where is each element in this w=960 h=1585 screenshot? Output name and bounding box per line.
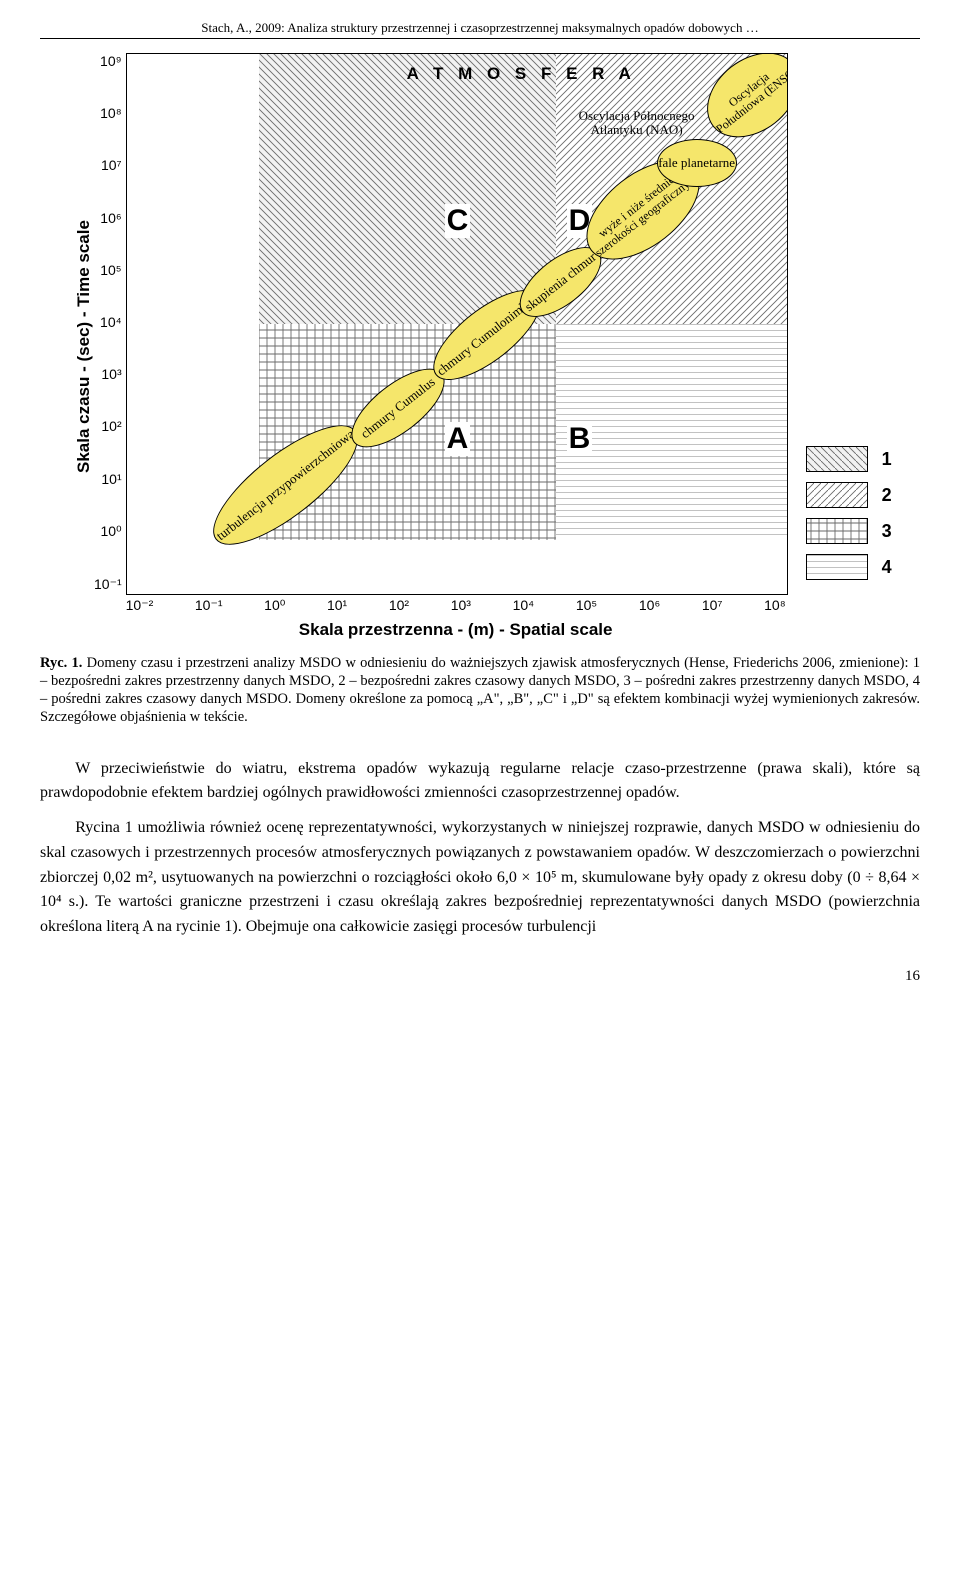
domain-label-b: B [567, 422, 593, 456]
legend-label: 4 [882, 557, 892, 578]
legend: 1 2 3 4 [788, 53, 892, 640]
y-tick: 10⁶ [94, 210, 122, 226]
y-axis-label: Skala czasu - (sec) - Time scale [70, 53, 94, 640]
x-tick: 10⁶ [639, 597, 660, 614]
x-tick: 10⁴ [513, 597, 535, 614]
legend-swatch-3 [806, 518, 868, 544]
y-tick: 10³ [94, 366, 122, 382]
ellipse-label: fale planetarne [658, 156, 735, 170]
legend-item: 3 [806, 518, 892, 544]
legend-swatch-4 [806, 554, 868, 580]
y-tick: 10² [94, 418, 122, 434]
x-tick: 10³ [451, 597, 471, 614]
chart-plot-area: A T M O S F E R A C D A B turbulencja pr… [126, 53, 788, 595]
y-tick: 10⁸ [94, 105, 122, 121]
x-tick: 10⁻² [126, 597, 154, 614]
x-tick: 10² [389, 597, 409, 614]
x-tick: 10⁵ [576, 597, 597, 614]
legend-swatch-2 [806, 482, 868, 508]
y-tick: 10⁰ [94, 523, 122, 540]
ellipse-fale: fale planetarne [657, 139, 737, 187]
y-tick: 10⁴ [94, 314, 122, 330]
legend-item: 2 [806, 482, 892, 508]
x-tick: 10⁻¹ [195, 597, 223, 614]
caption-text: Domeny czasu i przestrzeni analizy MSDO … [40, 655, 920, 725]
x-axis-ticks: 10⁻² 10⁻¹ 10⁰ 10¹ 10² 10³ 10⁴ 10⁵ 10⁶ 10… [126, 595, 786, 614]
legend-label: 2 [882, 485, 892, 506]
legend-label: 3 [882, 521, 892, 542]
body-paragraph: W przeciwieństwie do wiatru, ekstrema op… [40, 757, 920, 807]
y-tick: 10⁵ [94, 262, 122, 278]
legend-label: 1 [882, 449, 892, 470]
caption-label: Ryc. 1. [40, 655, 82, 671]
running-header: Stach, A., 2009: Analiza struktury przes… [40, 20, 920, 39]
x-tick: 10⁷ [702, 597, 723, 614]
y-tick: 10⁻¹ [94, 576, 122, 593]
x-tick: 10¹ [327, 597, 347, 614]
legend-swatch-1 [806, 446, 868, 472]
domain-label-a: A [445, 422, 471, 456]
x-tick: 10⁸ [764, 597, 785, 614]
annotation-nao: Oscylacja Północnego Atlantyku (NAO) [577, 109, 697, 136]
figure-1: Skala czasu - (sec) - Time scale 10⁻¹ 10… [70, 53, 890, 640]
legend-item: 1 [806, 446, 892, 472]
domain-label-c: C [445, 204, 471, 238]
figure-caption: Ryc. 1. Domeny czasu i przestrzeni anali… [40, 654, 920, 727]
x-axis-label: Skala przestrzenna - (m) - Spatial scale [126, 620, 786, 640]
y-tick: 10⁹ [94, 53, 122, 69]
y-tick: 10⁷ [94, 157, 122, 173]
legend-item: 4 [806, 554, 892, 580]
page-number: 16 [40, 968, 920, 985]
atmosphere-title: A T M O S F E R A [407, 64, 636, 84]
y-tick: 10¹ [94, 471, 122, 487]
body-paragraph: Rycina 1 umożliwia również ocenę repreze… [40, 816, 920, 940]
y-axis-ticks: 10⁻¹ 10⁰ 10¹ 10² 10³ 10⁴ 10⁵ 10⁶ 10⁷ 10⁸… [94, 53, 126, 593]
x-tick: 10⁰ [264, 597, 285, 614]
